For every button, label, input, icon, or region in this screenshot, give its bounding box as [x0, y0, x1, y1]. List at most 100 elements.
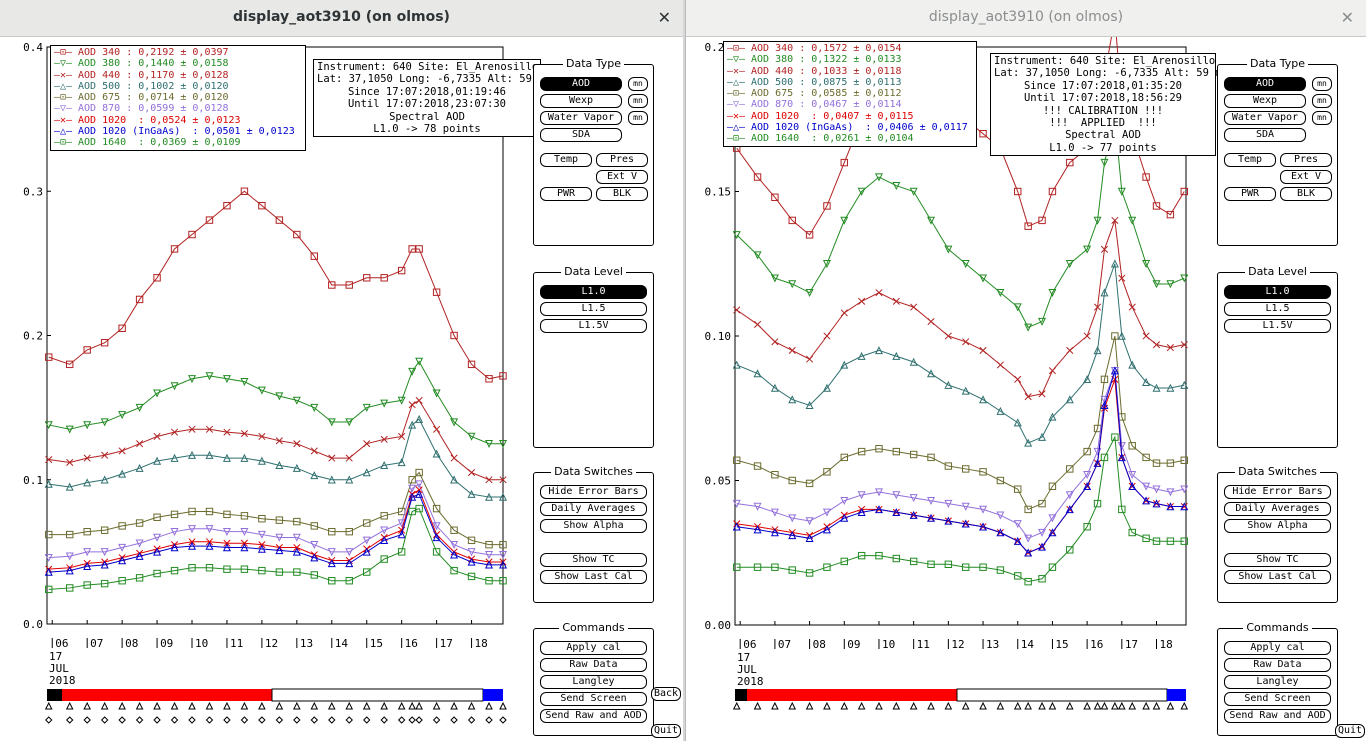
data-point — [240, 543, 249, 552]
send-screen-button[interactable]: Send Screen — [1224, 692, 1331, 706]
send-screen-button[interactable]: Send Screen — [540, 692, 647, 706]
level-l1-0-button[interactable]: L1.0 — [540, 285, 647, 299]
level-l1-0-button[interactable]: L1.0 — [1224, 285, 1331, 299]
data-point — [240, 565, 249, 573]
send-raw-and-aod-button[interactable]: Send Raw and AOD — [540, 709, 647, 723]
send-raw-and-aod-button[interactable]: Send Raw and AOD — [1224, 709, 1331, 723]
data-type-wexp-button[interactable]: Wexp — [540, 94, 622, 108]
ext-v-button[interactable]: Ext V — [596, 170, 648, 184]
data-point — [1118, 274, 1126, 282]
show-tc-button[interactable]: Show TC — [540, 553, 647, 567]
window-title: display_aot3910 (on olmos) — [233, 9, 450, 25]
mn-button[interactable]: mn — [1312, 111, 1332, 125]
y-tick-label: 0.15 — [705, 186, 732, 199]
hide-error-bars-button[interactable]: Hide Error Bars — [540, 485, 647, 499]
titlebar[interactable]: display_aot3910 (on olmos) ✕ — [0, 0, 683, 37]
mn-button[interactable]: mn — [628, 94, 648, 108]
data-point — [1142, 453, 1150, 462]
mn-button[interactable]: mn — [1312, 77, 1332, 91]
level-l1-5v-button[interactable]: L1.5V — [1224, 319, 1331, 333]
level-l1-5-button[interactable]: L1.5 — [540, 302, 647, 316]
data-point — [1065, 395, 1074, 404]
measurement-marker — [135, 701, 144, 710]
data-point — [205, 541, 214, 550]
window-left: display_aot3910 (on olmos) ✕ 0.4 0.3 0.2 0.… — [0, 0, 683, 741]
data-type-aod-button[interactable]: AOD — [1224, 77, 1306, 91]
pres-button[interactable]: Pres — [596, 153, 648, 167]
show-last-cal-button[interactable]: Show Last Cal — [540, 570, 647, 584]
raw-data-button[interactable]: Raw Data — [1224, 658, 1331, 672]
data-point — [118, 556, 127, 565]
hide-error-bars-button[interactable]: Hide Error Bars — [1224, 485, 1331, 499]
data-point — [1117, 331, 1126, 340]
temp-button[interactable]: Temp — [1224, 153, 1276, 167]
data-point — [408, 507, 416, 516]
close-icon[interactable]: ✕ — [1340, 8, 1354, 27]
data-point — [805, 288, 814, 297]
ext-v-button[interactable]: Ext V — [1280, 170, 1332, 184]
info-line: Spectral AOD — [389, 110, 465, 123]
show-alpha-button[interactable]: Show Alpha — [1224, 519, 1331, 533]
langley-button[interactable]: Langley — [1224, 675, 1331, 689]
show-alpha-button[interactable]: Show Alpha — [540, 519, 647, 533]
data-point — [66, 458, 74, 466]
legend-value: : 0,0875 ± 0,0113 — [799, 76, 902, 88]
data-point — [788, 216, 796, 225]
apply-cal-button[interactable]: Apply cal — [1224, 641, 1331, 655]
data-point — [1065, 260, 1074, 269]
panel-title: Data Type — [1218, 57, 1337, 71]
mn-button[interactable]: mn — [628, 111, 648, 125]
measurement-diamond — [485, 716, 493, 724]
data-type-sda-button[interactable]: SDA — [540, 128, 622, 142]
apply-cal-button[interactable]: Apply cal — [540, 641, 647, 655]
pres-button[interactable]: Pres — [1280, 153, 1332, 167]
data-type-water-vapor-button[interactable]: Water Vapor — [1224, 111, 1306, 125]
data-point — [1142, 377, 1151, 386]
data-point — [733, 563, 741, 571]
data-point — [380, 512, 388, 520]
data-point — [1065, 491, 1074, 500]
series-8 — [733, 433, 1188, 586]
data-type-wexp-button[interactable]: Wexp — [1224, 94, 1306, 108]
quit-button[interactable]: Quit — [1335, 724, 1366, 738]
legend-item: —✕— AOD 440 : 0,1170 ± 0,0128 — [54, 70, 302, 81]
blk-button[interactable]: BLK — [1280, 187, 1332, 201]
data-type-aod-button[interactable]: AOD — [540, 77, 622, 91]
data-point — [397, 530, 406, 539]
daily-averages-button[interactable]: Daily Averages — [540, 502, 647, 516]
data-point — [1083, 245, 1092, 254]
quit-button[interactable]: Quit — [651, 724, 682, 738]
raw-data-button[interactable]: Raw Data — [540, 658, 647, 672]
pwr-button[interactable]: PWR — [540, 187, 592, 201]
data-point — [345, 418, 354, 427]
data-point — [1152, 499, 1161, 508]
date-label: 17 — [737, 651, 750, 664]
blk-button[interactable]: BLK — [596, 187, 648, 201]
level-l1-5-button[interactable]: L1.5 — [1224, 302, 1331, 316]
langley-button[interactable]: Langley — [540, 675, 647, 689]
data-point — [415, 357, 424, 366]
instrument-info: Instrument: 640 Site: El_Arenosillo Lat: … — [313, 59, 545, 138]
pwr-button[interactable]: PWR — [1224, 187, 1276, 201]
y-tick-label: 0.0 — [23, 618, 43, 631]
data-type-water-vapor-button[interactable]: Water Vapor — [540, 111, 622, 125]
back-button[interactable]: Back — [651, 687, 682, 701]
measurement-diamond — [310, 716, 319, 724]
legend-item: —▽— AOD 380 : 0,1322 ± 0,0133 — [727, 54, 973, 65]
data-point — [1118, 505, 1126, 514]
data-point — [44, 553, 53, 562]
temp-button[interactable]: Temp — [540, 153, 592, 167]
measurement-marker — [467, 701, 476, 710]
daily-averages-button[interactable]: Daily Averages — [1224, 502, 1331, 516]
mn-button[interactable]: mn — [628, 77, 648, 91]
data-type-sda-button[interactable]: SDA — [1224, 128, 1306, 142]
mn-button[interactable]: mn — [1312, 94, 1332, 108]
titlebar[interactable]: display_aot3910 (on olmos) ✕ — [686, 0, 1366, 37]
show-tc-button[interactable]: Show TC — [1224, 553, 1331, 567]
legend-value: : 0,1440 ± 0,0158 — [126, 58, 229, 70]
data-point — [823, 563, 831, 571]
level-l1-5v-button[interactable]: L1.5V — [540, 319, 647, 333]
show-last-cal-button[interactable]: Show Last Cal — [1224, 570, 1331, 584]
data-point — [927, 497, 936, 506]
close-icon[interactable]: ✕ — [657, 8, 671, 27]
